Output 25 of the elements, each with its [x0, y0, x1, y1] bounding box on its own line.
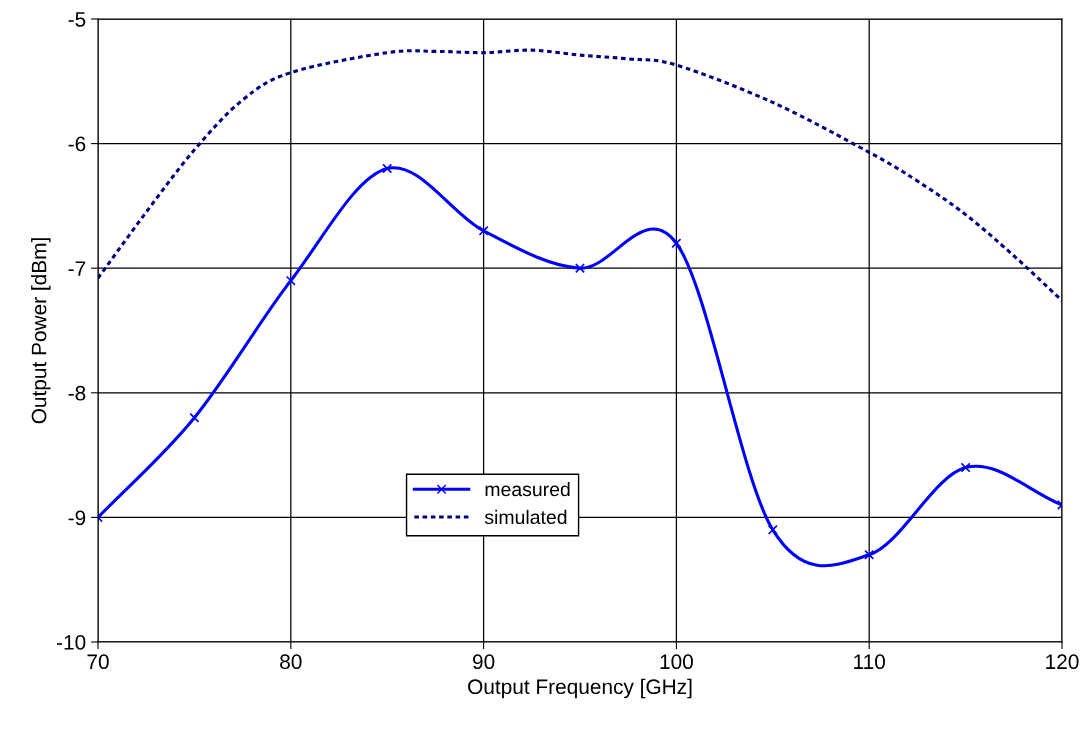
point [382, 163, 393, 174]
point [960, 462, 971, 473]
point [574, 263, 586, 274]
x-tick-label: 100 [660, 654, 693, 670]
x-tick-label: 90 [472, 654, 495, 670]
point [189, 412, 200, 423]
legend-label: measured [485, 481, 570, 497]
y-tick-label: -6 [68, 136, 86, 152]
point [864, 549, 875, 560]
point [285, 275, 296, 286]
y-tick-label: -5 [68, 12, 86, 27]
x-tick-label: 80 [280, 654, 302, 670]
point [478, 225, 489, 236]
point [767, 524, 778, 535]
y-tick-label: -9 [68, 510, 86, 526]
point [671, 238, 682, 249]
x-axis-title: Output Frequency [GHz] [468, 678, 692, 699]
y-tick-label: -8 [68, 385, 86, 401]
y-tick-label: -7 [68, 261, 86, 276]
x-tick-label: 120 [1046, 654, 1079, 670]
y-axis-title: Output Power [dBm] [31, 238, 51, 424]
x-tick-label: 110 [854, 654, 885, 670]
y-tick-label: -10 [57, 635, 86, 650]
x-tick-label: 70 [87, 654, 109, 670]
legend-label: simulated [484, 509, 567, 525]
